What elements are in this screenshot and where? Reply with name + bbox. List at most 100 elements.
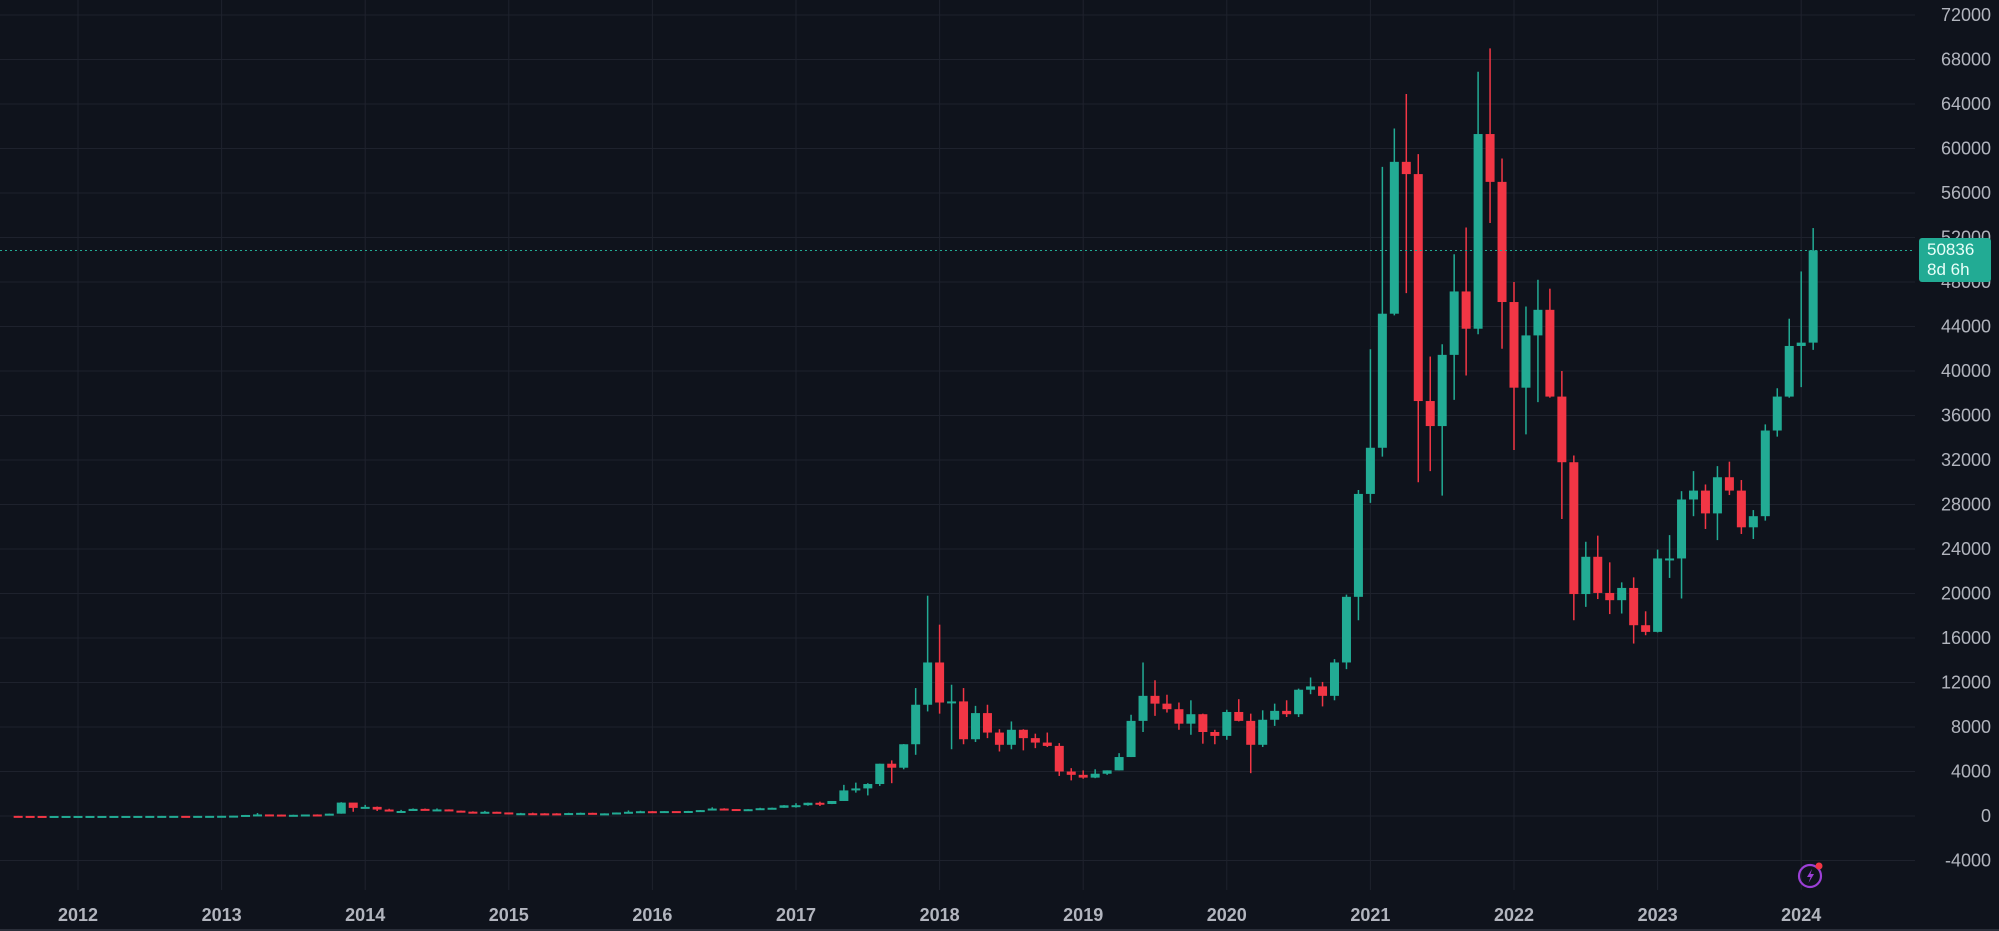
candle <box>480 811 490 814</box>
candle <box>1042 742 1052 746</box>
candle <box>264 814 274 817</box>
lightning-icon[interactable] <box>1797 861 1825 889</box>
time-tick-label: 2012 <box>58 905 98 925</box>
time-axis[interactable]: 2012 2013 2014 2015 2016 2017 2018 2019 2020 2021… <box>58 905 1821 925</box>
candle <box>899 744 909 768</box>
candle <box>61 815 71 818</box>
candle <box>1748 516 1758 528</box>
candle <box>1617 587 1627 601</box>
candle <box>324 813 334 816</box>
candle <box>1712 477 1722 514</box>
candle <box>348 802 358 808</box>
candle <box>1653 558 1663 632</box>
candle <box>994 732 1004 745</box>
candle <box>528 813 538 816</box>
candle <box>971 713 980 740</box>
candle <box>1401 161 1411 175</box>
bar-countdown: 8d 6h <box>1927 260 1970 279</box>
candle <box>552 813 562 816</box>
candle <box>791 805 801 808</box>
candle <box>97 815 107 818</box>
candle <box>396 810 406 813</box>
candle <box>312 814 322 817</box>
candle <box>1509 302 1519 388</box>
candle <box>755 808 765 811</box>
candle <box>851 788 861 791</box>
last-price-badge: 50836 8d 6h <box>1919 238 1991 282</box>
candle <box>1377 313 1387 448</box>
price-tick-label: 24000 <box>1941 539 1991 559</box>
candle <box>205 815 215 818</box>
candle <box>623 811 633 814</box>
candle <box>600 813 610 816</box>
candle <box>468 811 478 814</box>
candle <box>1784 345 1794 397</box>
candle <box>492 811 502 814</box>
candle <box>1126 720 1136 758</box>
time-tick-label: 2014 <box>345 905 385 925</box>
time-tick-label: 2019 <box>1063 905 1103 925</box>
candle <box>695 810 705 813</box>
candle <box>887 763 897 768</box>
candle <box>1365 447 1375 494</box>
candle <box>217 815 227 818</box>
price-tick-label: 16000 <box>1941 628 1991 648</box>
candle <box>1569 462 1579 595</box>
candle <box>1677 499 1687 559</box>
candle <box>767 807 777 810</box>
candle <box>444 809 454 812</box>
candle <box>1557 396 1567 463</box>
candle <box>300 814 310 817</box>
price-tick-label: 8000 <box>1951 717 1991 737</box>
candle <box>109 815 119 818</box>
candle <box>1772 396 1782 431</box>
candle <box>863 784 873 789</box>
candle <box>1629 587 1639 626</box>
candle <box>731 809 741 812</box>
price-tick-label: -4000 <box>1945 851 1991 871</box>
price-tick-label: 4000 <box>1951 762 1991 782</box>
candle <box>540 813 550 816</box>
candle <box>719 808 729 811</box>
candle <box>1413 174 1423 402</box>
candle <box>1078 774 1088 778</box>
candle <box>1641 625 1651 632</box>
price-tick-label: 68000 <box>1941 50 1991 70</box>
candle <box>372 806 382 810</box>
last-price-value: 50836 <box>1927 240 1975 259</box>
candle <box>1174 709 1184 724</box>
candle <box>1138 695 1148 721</box>
candle <box>707 808 717 811</box>
price-tick-label: 40000 <box>1941 361 1991 381</box>
candle <box>1353 493 1363 597</box>
candle <box>1437 354 1447 427</box>
candle <box>839 790 849 801</box>
candle <box>1545 309 1555 397</box>
candle <box>13 815 23 818</box>
candle <box>1150 695 1160 704</box>
candle <box>1700 490 1710 514</box>
price-axis[interactable]: -4000 0 4000 8000 12000 16000 20000 24000 28000 3… <box>1941 5 1991 871</box>
price-tick-label: 32000 <box>1941 450 1991 470</box>
price-tick-label: 36000 <box>1941 406 1991 426</box>
time-tick-label: 2024 <box>1781 905 1821 925</box>
candles <box>13 48 1818 818</box>
candle <box>1425 401 1435 427</box>
candle <box>133 815 143 818</box>
candle <box>1689 490 1698 500</box>
candle <box>1665 558 1675 561</box>
candle <box>1389 161 1399 314</box>
candle <box>923 662 933 705</box>
candle <box>1341 596 1351 663</box>
time-tick-label: 2015 <box>489 905 529 925</box>
candle <box>1234 711 1244 721</box>
price-tick-label: 20000 <box>1941 584 1991 604</box>
candle <box>1581 556 1591 595</box>
candle <box>25 815 35 818</box>
candle <box>1102 770 1112 774</box>
candle <box>1724 477 1734 491</box>
candle <box>169 815 179 818</box>
candle <box>875 763 885 785</box>
